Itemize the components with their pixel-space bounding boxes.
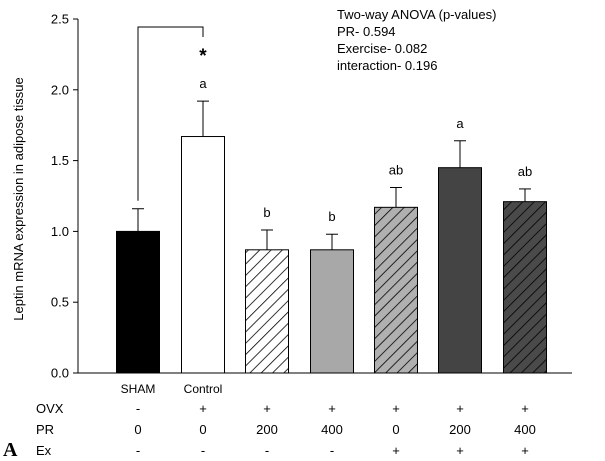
factor-cell: + [521,443,529,458]
group-letter: b [263,205,270,220]
factor-cell: + [456,443,464,458]
factor-cell: 0 [392,422,399,437]
factor-cell: + [263,401,271,416]
category-labels: SHAM Control [121,382,223,396]
category-label: SHAM [121,382,156,396]
category-label: Control [184,382,223,396]
factor-cell: + [521,401,529,416]
group-letter: a [456,116,464,131]
factor-cell: 0 [199,422,206,437]
bars [116,136,547,374]
factor-table: OVX - + + + + + + PR 0 0 200 400 0 200 400 Ex - - - - + + + [36,401,536,458]
factor-cell: + [392,401,400,416]
bar [181,136,225,374]
error-bars [132,100,531,250]
group-letter: ab [389,163,403,178]
factor-cell: 200 [256,422,278,437]
anova-exercise: Exercise- 0.082 [337,41,427,56]
factor-cell: - [136,443,140,458]
anova-pr: PR- 0.594 [337,24,396,39]
factor-cell: + [199,401,207,416]
y-tick-label: 0.0 [51,366,69,381]
bar [503,201,547,374]
factor-cell: 400 [321,422,343,437]
factor-row-label: OVX [36,401,64,416]
anova-interaction: interaction- 0.196 [337,58,437,73]
anova-title: Two-way ANOVA (p-values) [337,7,496,22]
factor-cell: - [330,443,334,458]
factor-cell: + [392,443,400,458]
y-tick-label: 2.5 [51,12,69,27]
factor-cell: - [136,401,140,416]
bar [116,230,160,374]
panel-label: A [3,439,18,461]
y-tick-label: 0.5 [51,295,69,310]
y-axis: 0.0 0.5 1.0 1.5 2.0 2.5 [51,12,79,381]
y-axis-label: Leptin mRNA expression in adipose tissue [11,77,26,321]
factor-cell: - [201,443,205,458]
group-letter: b [328,209,335,224]
y-tick-label: 2.0 [51,82,69,97]
y-tick-label: 1.0 [51,224,69,239]
factor-cell: + [328,401,336,416]
y-tick-label: 1.5 [51,153,69,168]
significance-bracket: * [137,26,207,201]
bar [438,167,482,374]
bracket-line [137,26,204,201]
factor-cell: 0 [134,422,141,437]
bar [310,249,354,374]
factor-cell: 400 [514,422,536,437]
factor-row-label: PR [36,422,54,437]
significance-star: * [199,46,207,67]
anova-annotation: Two-way ANOVA (p-values) PR- 0.594 Exerc… [337,7,496,73]
bar [374,206,418,374]
factor-cell: 200 [449,422,471,437]
y-ticks: 0.0 0.5 1.0 1.5 2.0 2.5 [51,12,78,381]
group-letter: a [199,76,207,91]
factor-cell: + [456,401,464,416]
bar [245,249,289,374]
factor-row-label: Ex [36,443,52,458]
factor-cell: - [265,443,269,458]
group-letter: ab [518,164,532,179]
